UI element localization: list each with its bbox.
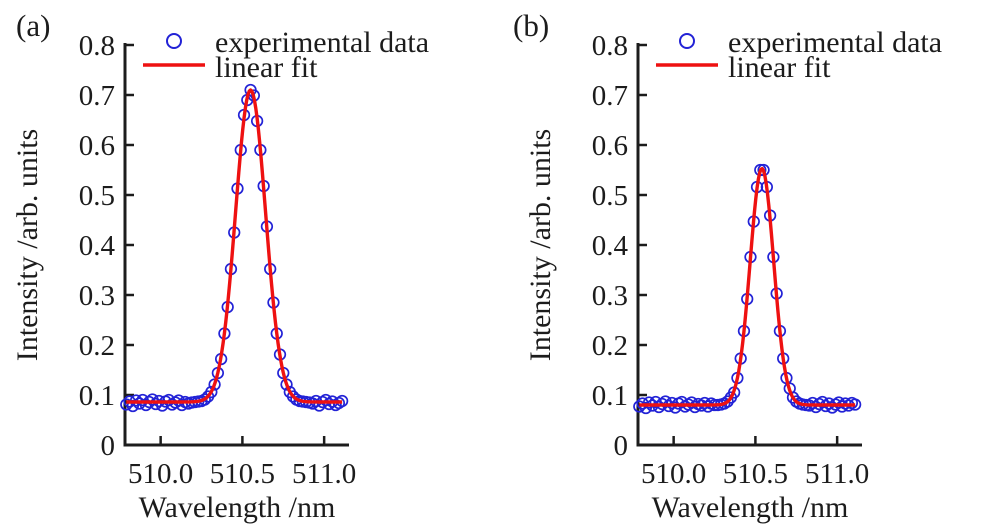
y-axis: 0 0.1 0.2 0.3 0.4 0.5 0.6 0.7 0.8 Intensity /arb.… [11, 30, 134, 462]
y-axis-title: Intensity /arb. units [524, 129, 557, 361]
panel-a-label: (a) [16, 8, 51, 43]
fit-line [638, 166, 856, 407]
y-tick-label: 0.4 [79, 230, 116, 262]
x-tick-label: 510.5 [210, 458, 275, 490]
y-tick-label: 0.1 [79, 380, 115, 412]
y-tick-label: 0.8 [79, 30, 115, 62]
x-axis-title: Wavelength /nm [652, 491, 849, 524]
legend-circle-marker-icon [166, 33, 182, 49]
y-tick-label: 0.1 [592, 380, 628, 412]
y-tick-label: 0.6 [592, 130, 628, 162]
y-tick-label: 0 [614, 430, 629, 462]
legend-circle-marker-icon [679, 33, 695, 49]
y-tick-label: 0.6 [79, 130, 115, 162]
x-tick-label: 511.0 [292, 458, 356, 490]
data-point [205, 385, 218, 399]
x-tick-label: 510.0 [128, 458, 193, 490]
y-tick-label: 0.2 [592, 330, 628, 362]
legend-label-experimental-data: experimental data [215, 26, 429, 59]
y-tick-label: 0.7 [79, 80, 115, 112]
y-axis: 0 0.1 0.2 0.3 0.4 0.5 0.6 0.7 0.8 Intensity /arb.… [524, 30, 647, 462]
y-tick-label: 0.2 [79, 330, 115, 362]
y-tick-label: 0.7 [592, 80, 628, 112]
x-tick-label: 510.5 [723, 458, 788, 490]
y-tick-label: 0.3 [592, 280, 628, 312]
panel-b-label: (b) [513, 8, 550, 43]
legend-label-experimental-data: experimental data [728, 26, 942, 59]
y-tick-label: 0.3 [79, 280, 115, 312]
y-tick-label: 0 [101, 430, 116, 462]
y-tick-label: 0.5 [592, 180, 628, 212]
fit-line [125, 88, 343, 404]
legend-label-linear-fit: linear fit [728, 51, 831, 84]
x-tick-label: 510.0 [641, 458, 706, 490]
legend-label-linear-fit: linear fit [215, 51, 318, 84]
y-axis-title: Intensity /arb. units [11, 129, 44, 361]
data-point [642, 396, 656, 409]
y-tick-label: 0.8 [592, 30, 628, 62]
y-tick-label: 0.5 [79, 180, 115, 212]
x-axis-title: Wavelength /nm [139, 491, 336, 524]
axis-spines [123, 43, 349, 447]
x-tick-label: 511.0 [805, 458, 869, 490]
y-tick-label: 0.4 [592, 230, 629, 262]
